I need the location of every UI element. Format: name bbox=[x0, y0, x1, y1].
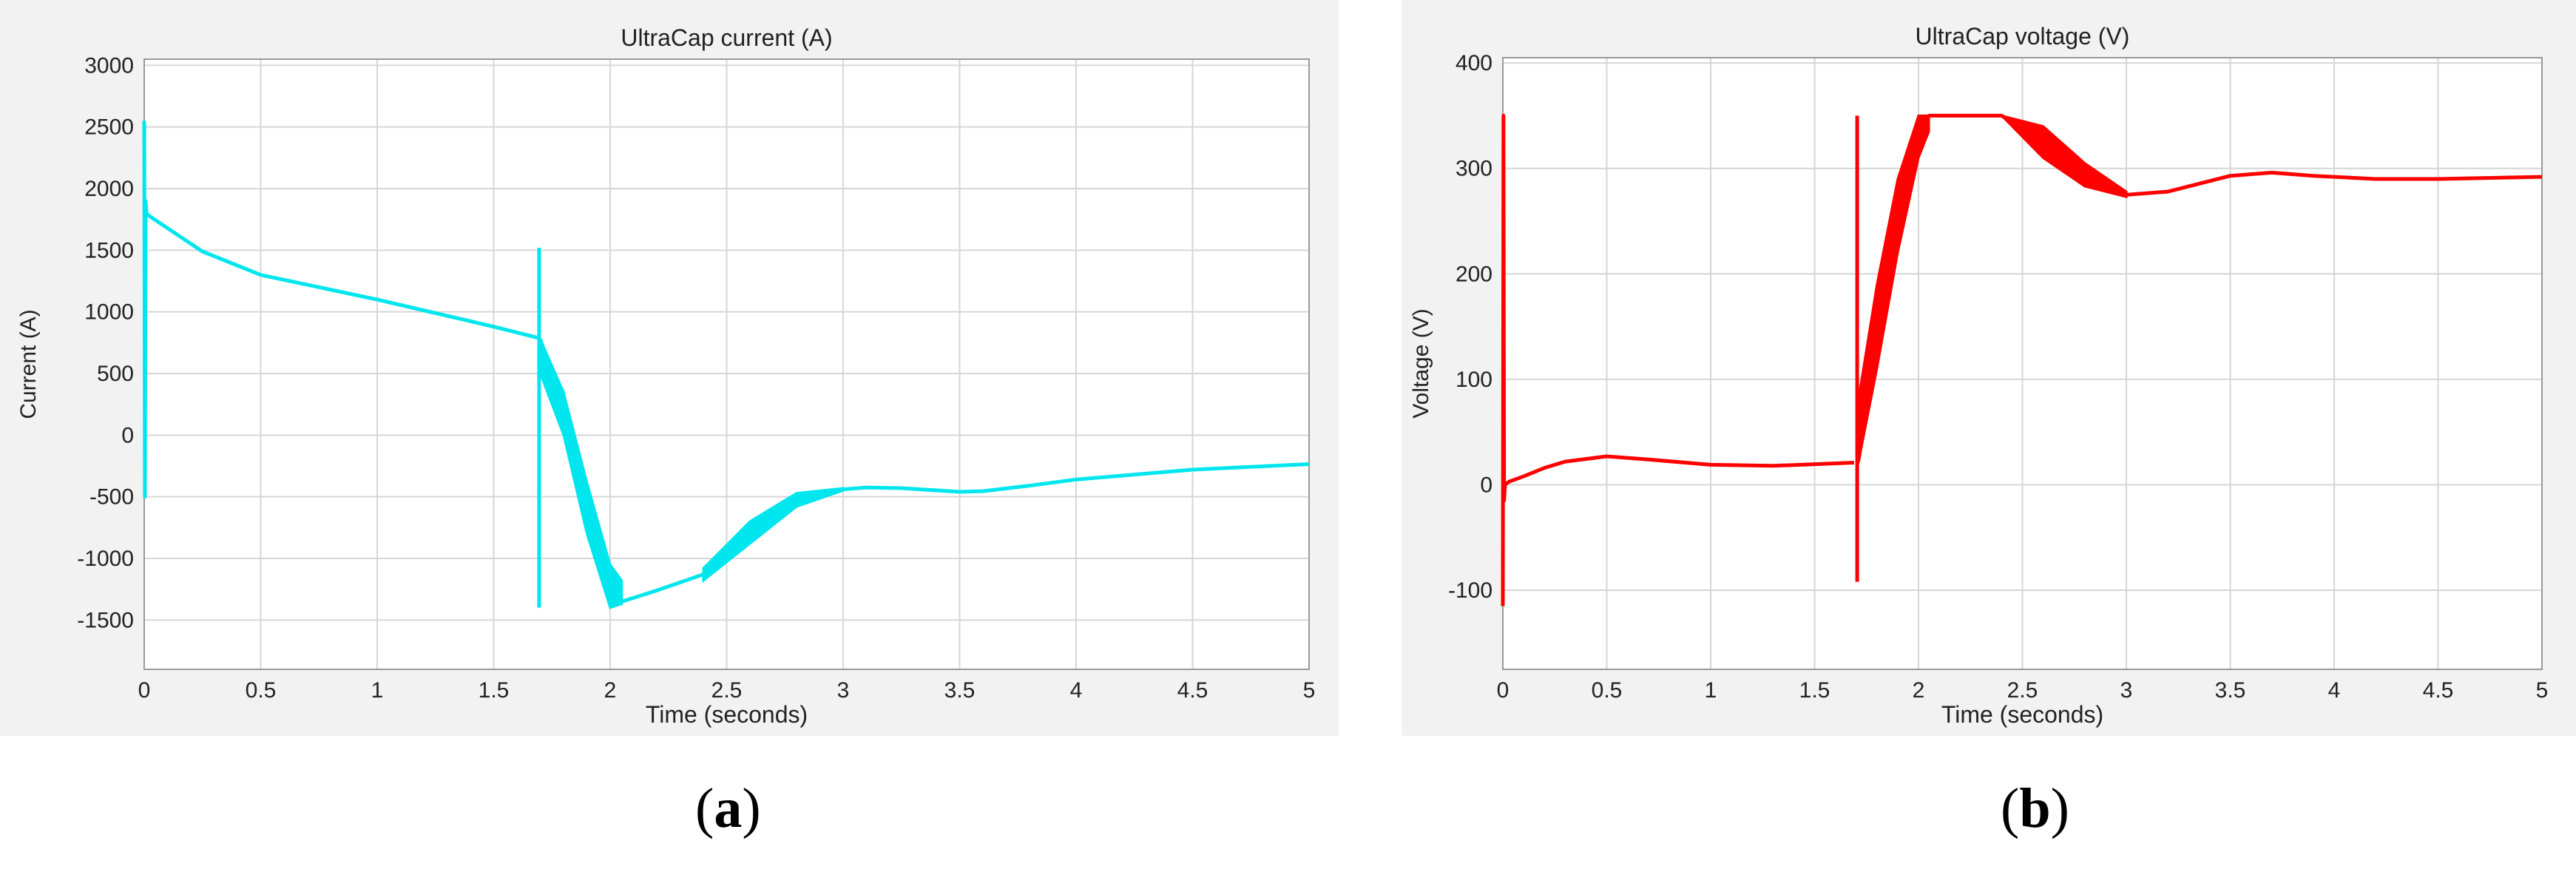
x-tick-label: 4.5 bbox=[1177, 678, 1208, 703]
x-tick-label: 1.5 bbox=[479, 678, 510, 703]
x-tick-label: 1 bbox=[1705, 678, 1717, 703]
y-tick-label: -100 bbox=[1448, 578, 1492, 603]
y-tick-label: -1500 bbox=[77, 608, 134, 632]
x-tick-label: 1.5 bbox=[1799, 678, 1830, 703]
y-tick-label: 1500 bbox=[84, 238, 134, 263]
chart-title: UltraCap current (A) bbox=[621, 24, 832, 51]
y-tick-label: 300 bbox=[1456, 157, 1492, 181]
caption-b: (b) bbox=[2001, 777, 2069, 839]
x-tick-label: 3 bbox=[2120, 678, 2133, 703]
y-tick-label: 500 bbox=[97, 362, 134, 386]
x-tick-label: 5 bbox=[2536, 678, 2549, 703]
y-axis-label: Voltage (V) bbox=[1409, 308, 1433, 418]
y-tick-label: 3000 bbox=[84, 53, 134, 78]
y-tick-label: 200 bbox=[1456, 262, 1492, 286]
caption-letter: b bbox=[2019, 777, 2051, 839]
chart-panel-current: 0 0.5 1 1.5 2 2.5 3 3.5 4 4.5 5 -1500 -1000 -500 0 500 1… bbox=[0, 0, 1339, 736]
x-axis-label: Time (seconds) bbox=[646, 701, 808, 728]
current-chart: 0 0.5 1 1.5 2 2.5 3 3.5 4 4.5 5 -1500 -1000 -500 0 500 1… bbox=[16, 24, 1316, 728]
y-tick-label: 2000 bbox=[84, 177, 134, 201]
x-tick-label: 3.5 bbox=[2215, 678, 2246, 703]
y-tick-label: 0 bbox=[121, 423, 134, 447]
x-tick-label: 2.5 bbox=[2007, 678, 2038, 703]
x-tick-label: 4 bbox=[1070, 678, 1083, 703]
x-axis-label: Time (seconds) bbox=[1941, 701, 2103, 728]
series-line-1 bbox=[142, 121, 538, 499]
y-tick-label: 0 bbox=[1480, 473, 1492, 497]
chart-title: UltraCap voltage (V) bbox=[1916, 23, 2130, 50]
y-tick-label: 2500 bbox=[84, 115, 134, 140]
x-tick-label: 0 bbox=[138, 678, 151, 703]
x-tick-label: 0.5 bbox=[1592, 678, 1623, 703]
caption-letter: a bbox=[714, 777, 743, 839]
caption-a: (a) bbox=[695, 777, 761, 839]
series-line-1 bbox=[1501, 113, 1854, 606]
chart-panel-voltage: 0 0.5 1 1.5 2 2.5 3 3.5 4 4.5 5 -100 0 100 200 300 400 Ul… bbox=[1402, 0, 2576, 736]
series-line-3 bbox=[1856, 113, 2543, 462]
y-axis-label: Current (A) bbox=[16, 309, 41, 419]
y-tick-label: 400 bbox=[1456, 51, 1492, 75]
x-tick-label: 2 bbox=[604, 678, 617, 703]
x-tick-label: 2.5 bbox=[711, 678, 743, 703]
x-tick-label: 5 bbox=[1303, 678, 1316, 703]
oscillation-band-1 bbox=[1857, 114, 1930, 464]
voltage-chart: 0 0.5 1 1.5 2 2.5 3 3.5 4 4.5 5 -100 0 100 200 300 400 Ul… bbox=[1409, 23, 2549, 728]
series-line-3 bbox=[538, 338, 1310, 604]
x-tick-label: 1 bbox=[371, 678, 384, 703]
x-tick-label: 0 bbox=[1497, 678, 1510, 703]
y-tick-label: 100 bbox=[1456, 368, 1492, 392]
y-tick-label: -500 bbox=[89, 485, 134, 510]
x-tick-label: 2 bbox=[1913, 678, 1925, 703]
x-tick-label: 0.5 bbox=[246, 678, 277, 703]
y-tick-label: 1000 bbox=[84, 300, 134, 325]
x-tick-label: 4 bbox=[2328, 678, 2341, 703]
x-tick-label: 3 bbox=[837, 678, 850, 703]
x-tick-label: 4.5 bbox=[2423, 678, 2454, 703]
y-tick-label: -1000 bbox=[77, 547, 134, 571]
x-tick-label: 3.5 bbox=[944, 678, 976, 703]
